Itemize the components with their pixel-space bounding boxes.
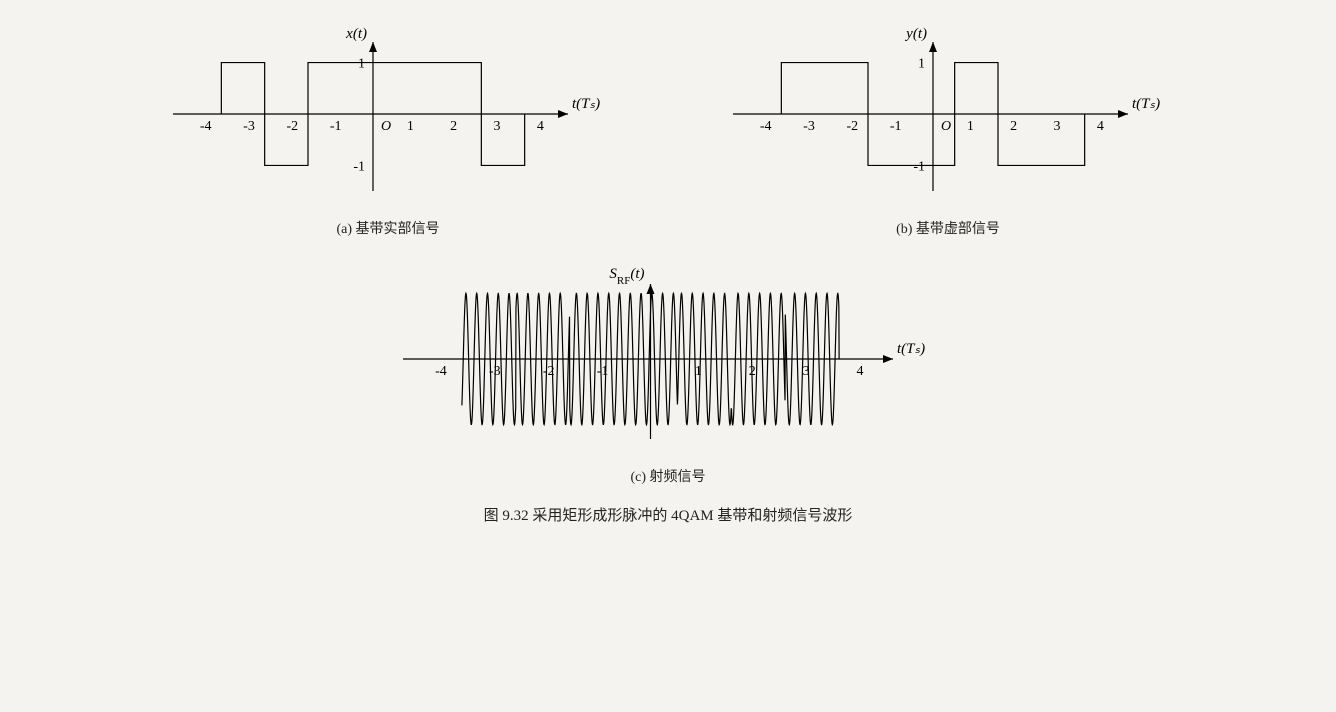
svg-text:1: 1 (918, 57, 925, 72)
svg-text:-3: -3 (243, 119, 255, 134)
chart-c-caption: (c) 射频信号 (630, 466, 705, 486)
svg-text:O: O (941, 119, 951, 134)
svg-text:-1: -1 (597, 364, 609, 379)
chart-c-wrap: -4-3-2-11234t(Tₛ)SRF(t) (c) 射频信号 (388, 258, 948, 486)
chart-a-wrap: -4 -3 -2 -1 1 2 3 4 -1 1 Ot(Tₛ) x(t) (a) 基带实部信号 (158, 20, 618, 238)
figure-caption: 图 9.32 采用矩形成形脉冲的 4QAM 基带和射频信号波形 (484, 504, 853, 525)
svg-text:-1: -1 (330, 119, 342, 134)
svg-text:-1: -1 (913, 159, 925, 174)
svg-text:2: 2 (450, 119, 457, 134)
svg-text:-4: -4 (760, 119, 772, 134)
chart-a-caption: (a) 基带实部信号 (336, 218, 439, 238)
svg-text:1: 1 (358, 57, 365, 72)
svg-text:-1: -1 (353, 159, 365, 174)
svg-text:-2: -2 (846, 119, 858, 134)
chart-b-caption: (b) 基带虚部信号 (896, 218, 1000, 238)
svg-text:-1: -1 (890, 119, 902, 134)
svg-text:t(Tₛ): t(Tₛ) (1132, 96, 1160, 112)
svg-text:3: 3 (494, 119, 501, 134)
svg-text:2: 2 (1010, 119, 1017, 134)
svg-text:x(t): x(t) (345, 26, 367, 42)
chart-b-wrap: -4 -3 -2 -1 1 2 3 4 -1 1 Ot(Tₛ) y(t) (b) 基带虚部信号 (718, 20, 1178, 238)
svg-text:t(Tₛ): t(Tₛ) (572, 96, 600, 112)
svg-text:4: 4 (857, 364, 864, 379)
svg-text:O: O (381, 119, 391, 134)
chart-c-svg: -4-3-2-11234t(Tₛ)SRF(t) (388, 258, 948, 458)
top-row: -4-3-2-11234-11Ot(Tₛ)x(t) (a) 基带实部信号 -4-… (20, 20, 1316, 238)
svg-text:3: 3 (1054, 119, 1061, 134)
svg-text:4: 4 (537, 119, 544, 134)
svg-text:t(Tₛ): t(Tₛ) (897, 341, 925, 357)
svg-text:1: 1 (967, 119, 974, 134)
svg-text:1: 1 (407, 119, 414, 134)
svg-text:y(t): y(t) (904, 26, 927, 42)
chart-b-svg: -4 -3 -2 -1 1 2 3 4 -1 1 Ot(Tₛ) y(t) (718, 20, 1178, 210)
svg-text:-2: -2 (286, 119, 298, 134)
svg-text:SRF(t): SRF(t) (609, 266, 644, 287)
svg-text:-4: -4 (200, 119, 212, 134)
svg-text:-4: -4 (435, 364, 447, 379)
svg-text:4: 4 (1097, 119, 1104, 134)
svg-text:-3: -3 (803, 119, 815, 134)
chart-a-svg: -4 -3 -2 -1 1 2 3 4 -1 1 Ot(Tₛ) x(t) (158, 20, 618, 210)
